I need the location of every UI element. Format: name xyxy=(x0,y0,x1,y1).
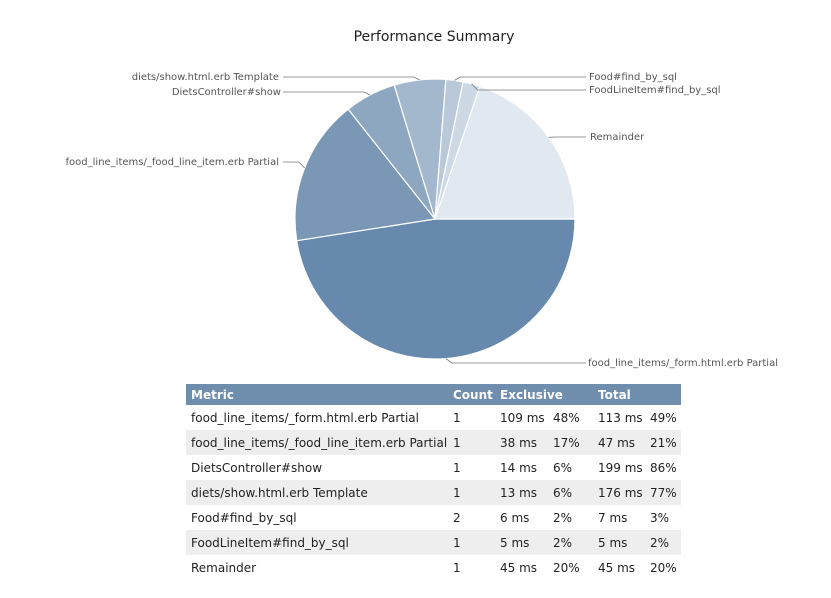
cell-count: 1 xyxy=(453,485,461,500)
cell-metric: Food#find_by_sql xyxy=(191,510,297,525)
table-row: DietsController#show 1 14 ms 6% 199 ms 8… xyxy=(186,455,681,480)
cell-total-ms: 45 ms xyxy=(598,560,636,575)
cell-exclusive-ms: 109 ms xyxy=(500,410,545,425)
cell-exclusive-ms: 13 ms xyxy=(500,485,538,500)
cell-total-ms: 5 ms xyxy=(598,535,628,550)
cell-total-ms: 113 ms xyxy=(598,410,643,425)
cell-count: 1 xyxy=(453,410,461,425)
cell-exclusive-pct: 2% xyxy=(553,510,573,525)
cell-exclusive-ms: 38 ms xyxy=(500,435,538,450)
cell-total-pct: 86% xyxy=(650,460,677,475)
leader-line xyxy=(445,358,586,364)
header-exclusive: Exclusive xyxy=(495,384,593,405)
cell-exclusive-pct: 6% xyxy=(553,460,573,475)
slice-label: Remainder xyxy=(590,132,645,143)
cell-metric: Remainder xyxy=(191,560,257,575)
cell-count: 1 xyxy=(453,435,461,450)
cell-metric: food_line_items/_food_line_item.erb Part… xyxy=(191,435,448,450)
table-row: FoodLineItem#find_by_sql 1 5 ms 2% 5 ms … xyxy=(186,530,681,555)
table-row: Food#find_by_sql 2 6 ms 2% 7 ms 3% xyxy=(186,505,681,530)
leader-line xyxy=(471,83,586,91)
table-row: food_line_items/_food_line_item.erb Part… xyxy=(186,430,681,455)
metrics-table: Metric Count Exclusive Total food_line_i… xyxy=(186,384,681,580)
cell-count: 1 xyxy=(453,560,461,575)
cell-exclusive-pct: 20% xyxy=(553,560,580,575)
cell-exclusive-pct: 2% xyxy=(553,535,573,550)
pie-slice xyxy=(296,218,576,360)
cell-exclusive-pct: 48% xyxy=(553,410,580,425)
pie-slices xyxy=(294,78,576,360)
cell-total-pct: 21% xyxy=(650,435,677,450)
table-row: food_line_items/_form.html.erb Partial 1… xyxy=(186,405,681,430)
cell-total-pct: 3% xyxy=(650,510,670,525)
cell-exclusive-ms: 6 ms xyxy=(500,510,530,525)
pie-slice xyxy=(294,108,437,242)
cell-metric: diets/show.html.erb Template xyxy=(191,485,368,500)
header-count: Count xyxy=(448,384,495,405)
slice-label: Food#find_by_sql xyxy=(589,72,677,83)
cell-total-pct: 49% xyxy=(650,410,677,425)
cell-exclusive-pct: 6% xyxy=(553,485,573,500)
cell-exclusive-ms: 14 ms xyxy=(500,460,538,475)
cell-exclusive-pct: 17% xyxy=(553,435,580,450)
chart-title: Performance Summary xyxy=(354,29,515,45)
table-header-row: Metric Count Exclusive Total xyxy=(186,384,681,405)
cell-total-pct: 2% xyxy=(650,535,670,550)
cell-total-ms: 47 ms xyxy=(598,435,636,450)
leader-line xyxy=(283,91,371,96)
pie-chart: Performance Summary food_line_items/_for… xyxy=(66,29,778,369)
cell-count: 1 xyxy=(453,460,461,475)
slice-label: diets/show.html.erb Template xyxy=(132,72,279,83)
cell-total-ms: 7 ms xyxy=(598,510,628,525)
table-row: Remainder 1 45 ms 20% 45 ms 20% xyxy=(186,555,681,580)
cell-metric: DietsController#show xyxy=(191,460,323,475)
leader-line xyxy=(283,76,420,81)
slice-label: food_line_items/_food_line_item.erb Part… xyxy=(66,157,279,168)
slice-labels: food_line_items/_form.html.erb Partial fo… xyxy=(66,72,778,369)
label-leaders xyxy=(283,76,586,364)
cell-exclusive-ms: 45 ms xyxy=(500,560,538,575)
cell-count: 2 xyxy=(453,510,461,525)
cell-count: 1 xyxy=(453,535,461,550)
cell-total-ms: 199 ms xyxy=(598,460,643,475)
slice-label: food_line_items/_form.html.erb Partial xyxy=(588,358,778,369)
table-row: diets/show.html.erb Template 1 13 ms 6% … xyxy=(186,480,681,505)
cell-total-pct: 77% xyxy=(650,485,677,500)
slice-label: FoodLineItem#find_by_sql xyxy=(589,85,721,96)
cell-total-pct: 20% xyxy=(650,560,677,575)
cell-total-ms: 176 ms xyxy=(598,485,643,500)
header-metric: Metric xyxy=(186,384,448,405)
leader-line xyxy=(454,76,586,81)
leader-line xyxy=(283,161,305,169)
cell-metric: food_line_items/_form.html.erb Partial xyxy=(191,410,419,425)
header-total: Total xyxy=(593,384,681,405)
slice-label: DietsController#show xyxy=(172,87,281,98)
cell-exclusive-ms: 5 ms xyxy=(500,535,530,550)
cell-metric: FoodLineItem#find_by_sql xyxy=(191,535,349,550)
